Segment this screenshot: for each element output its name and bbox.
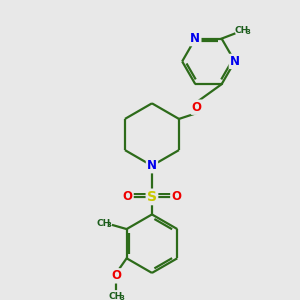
Text: N: N: [190, 32, 200, 45]
Text: O: O: [192, 101, 202, 114]
Text: CH: CH: [235, 26, 249, 35]
Text: O: O: [123, 190, 133, 203]
Text: 3: 3: [106, 222, 112, 228]
Text: CH: CH: [96, 219, 110, 228]
Text: S: S: [147, 190, 157, 204]
Text: N: N: [147, 159, 157, 172]
Text: 3: 3: [119, 295, 124, 300]
Text: O: O: [111, 269, 121, 282]
Text: N: N: [230, 55, 240, 68]
Text: 3: 3: [245, 29, 250, 35]
Text: CH: CH: [109, 292, 123, 300]
Text: O: O: [171, 190, 181, 203]
